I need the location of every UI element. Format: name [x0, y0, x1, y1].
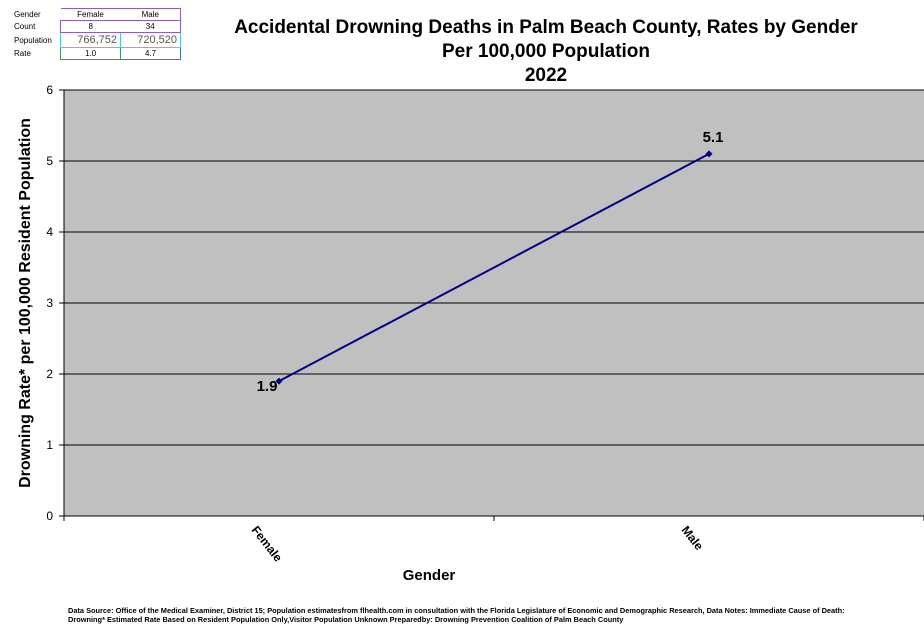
mini-table-population-row: Population 766,752 720,520 [12, 32, 181, 48]
x-tick-label: Female [249, 523, 286, 564]
line-chart: 0 1 2 3 4 5 6 Female Male 1.9 5.1 Drowning Rate*… [17, 83, 924, 584]
x-axis-label: Gender [403, 567, 456, 584]
y-tick-label: 6 [46, 83, 53, 97]
y-tick-label: 4 [46, 225, 53, 239]
x-tick-label: Male [679, 523, 707, 553]
mini-table-header-female: Female [60, 8, 121, 21]
data-label: 1.9 [257, 378, 278, 395]
y-tick-label: 1 [46, 438, 53, 452]
mini-data-table: Gender Female Male Count 8 34 Population… [12, 8, 181, 60]
x-axis-ticks: Female Male [63, 516, 924, 565]
y-tick-label: 2 [46, 367, 53, 381]
chart-title-line1: Accidental Drowning Deaths in Palm Beach… [234, 17, 858, 38]
mini-table-header-label: Gender [14, 10, 41, 19]
data-label: 5.1 [703, 129, 724, 146]
footer-line1: Data Source: Office of the Medical Exami… [68, 606, 845, 615]
footer-line2: Drowning* Estimated Rate Based on Reside… [68, 615, 624, 624]
mini-table-rate-label: Rate [14, 49, 31, 58]
y-tick-label: 0 [46, 509, 53, 523]
mini-table-rate-male: 4.7 [120, 47, 181, 60]
chart-title: Accidental Drowning Deaths in Palm Beach… [190, 16, 902, 88]
mini-table-header-row: Gender Female Male [12, 8, 181, 21]
mini-table-header-male: Male [120, 8, 181, 21]
y-axis-ticks: 0 1 2 3 4 5 6 [46, 83, 64, 523]
mini-table-population-label: Population [14, 35, 52, 45]
y-tick-label: 5 [46, 154, 53, 168]
mini-table-count-label: Count [14, 22, 36, 31]
data-point [275, 377, 283, 385]
chart-title-line2: Per 100,000 Population [441, 41, 651, 62]
mini-table-rate-female: 1.0 [60, 47, 121, 60]
series-line [278, 153, 710, 382]
mini-table-population-female: 766,752 [60, 32, 121, 48]
chart-title-line3: 2022 [524, 65, 568, 86]
footer-notes: Data Source: Office of the Medical Exami… [68, 606, 918, 624]
y-tick-label: 3 [46, 296, 53, 310]
y-axis-label: Drowning Rate* per 100,000 Resident Popu… [17, 118, 34, 488]
mini-table-rate-row: Rate 1.0 4.7 [12, 47, 181, 60]
data-point [705, 150, 713, 158]
series-rate: 1.9 5.1 [257, 129, 724, 395]
mini-table-population-male: 720,520 [120, 32, 181, 48]
gridlines [64, 89, 924, 446]
